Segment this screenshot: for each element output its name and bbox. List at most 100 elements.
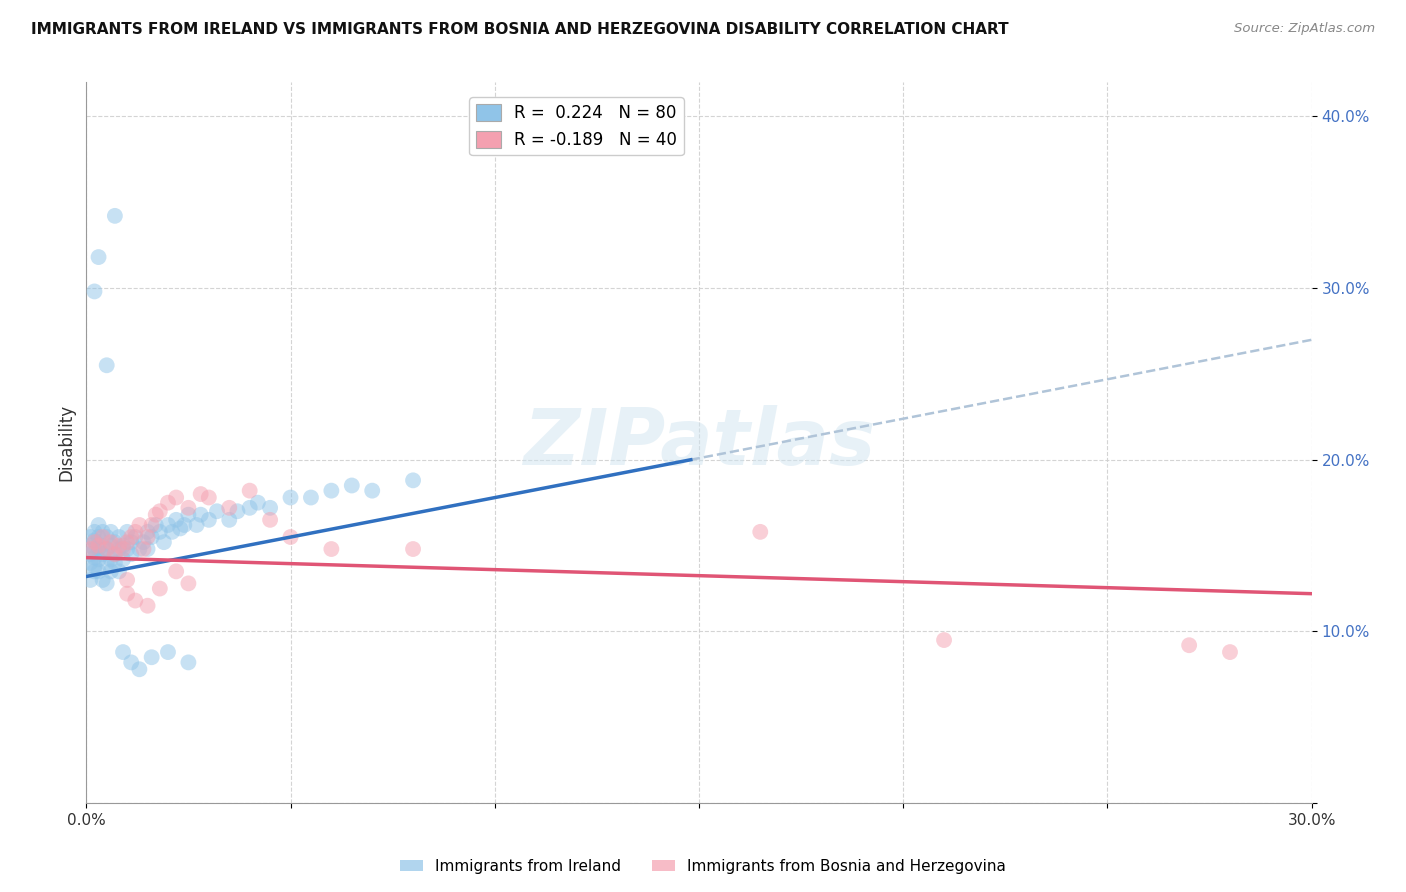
Point bbox=[115, 573, 138, 587]
Point bbox=[239, 500, 262, 515]
Point bbox=[136, 524, 159, 539]
Point bbox=[108, 565, 131, 579]
Point bbox=[177, 656, 200, 670]
Point bbox=[112, 552, 135, 566]
Point bbox=[104, 556, 127, 570]
Point bbox=[100, 539, 122, 553]
Text: Source: ZipAtlas.com: Source: ZipAtlas.com bbox=[1234, 22, 1375, 36]
Point bbox=[115, 524, 138, 539]
Point bbox=[87, 530, 110, 544]
Point bbox=[198, 491, 221, 505]
Point bbox=[299, 491, 322, 505]
Point bbox=[239, 483, 262, 498]
Point bbox=[96, 542, 118, 557]
Point bbox=[218, 500, 240, 515]
Point bbox=[96, 556, 118, 570]
Point bbox=[79, 530, 101, 544]
Point bbox=[83, 535, 105, 549]
Point bbox=[91, 524, 114, 539]
Point bbox=[115, 587, 138, 601]
Point bbox=[87, 250, 110, 264]
Point bbox=[124, 524, 146, 539]
Point bbox=[120, 530, 142, 544]
Point bbox=[160, 524, 183, 539]
Point bbox=[115, 535, 138, 549]
Point bbox=[321, 483, 343, 498]
Point bbox=[165, 513, 187, 527]
Point bbox=[79, 547, 101, 561]
Point bbox=[104, 547, 127, 561]
Point bbox=[120, 535, 142, 549]
Point bbox=[96, 576, 118, 591]
Point bbox=[87, 565, 110, 579]
Point bbox=[79, 556, 101, 570]
Point bbox=[321, 542, 343, 557]
Point bbox=[112, 542, 135, 557]
Text: ZIPatlas: ZIPatlas bbox=[523, 405, 875, 481]
Point bbox=[104, 535, 127, 549]
Point bbox=[87, 542, 110, 557]
Point bbox=[145, 508, 167, 522]
Point bbox=[141, 650, 163, 665]
Point bbox=[246, 496, 269, 510]
Point bbox=[100, 535, 122, 549]
Point bbox=[169, 521, 191, 535]
Point bbox=[87, 552, 110, 566]
Legend: R =  0.224   N = 80, R = -0.189   N = 40: R = 0.224 N = 80, R = -0.189 N = 40 bbox=[470, 97, 683, 155]
Point bbox=[156, 496, 179, 510]
Point bbox=[226, 504, 249, 518]
Point bbox=[218, 513, 240, 527]
Point bbox=[259, 513, 281, 527]
Point bbox=[115, 542, 138, 557]
Point bbox=[112, 539, 135, 553]
Point bbox=[186, 518, 208, 533]
Point bbox=[132, 535, 155, 549]
Point bbox=[1178, 638, 1201, 652]
Point bbox=[108, 530, 131, 544]
Point bbox=[128, 662, 150, 676]
Point bbox=[153, 535, 176, 549]
Point bbox=[156, 518, 179, 533]
Point bbox=[112, 645, 135, 659]
Point bbox=[402, 542, 425, 557]
Point bbox=[83, 550, 105, 565]
Point bbox=[83, 559, 105, 574]
Point bbox=[280, 530, 302, 544]
Point bbox=[83, 524, 105, 539]
Point bbox=[96, 542, 118, 557]
Point bbox=[96, 530, 118, 544]
Point bbox=[108, 539, 131, 553]
Point bbox=[91, 547, 114, 561]
Legend: Immigrants from Ireland, Immigrants from Bosnia and Herzegovina: Immigrants from Ireland, Immigrants from… bbox=[394, 853, 1012, 880]
Point bbox=[91, 530, 114, 544]
Point bbox=[136, 542, 159, 557]
Point bbox=[340, 478, 363, 492]
Point bbox=[100, 524, 122, 539]
Point bbox=[91, 539, 114, 553]
Point bbox=[128, 518, 150, 533]
Point bbox=[79, 539, 101, 553]
Text: IMMIGRANTS FROM IRELAND VS IMMIGRANTS FROM BOSNIA AND HERZEGOVINA DISABILITY COR: IMMIGRANTS FROM IRELAND VS IMMIGRANTS FR… bbox=[31, 22, 1008, 37]
Point bbox=[120, 547, 142, 561]
Point bbox=[165, 491, 187, 505]
Point bbox=[177, 508, 200, 522]
Point bbox=[145, 518, 167, 533]
Point bbox=[79, 542, 101, 557]
Point bbox=[156, 645, 179, 659]
Point bbox=[104, 209, 127, 223]
Point bbox=[1219, 645, 1241, 659]
Point bbox=[932, 633, 955, 648]
Point bbox=[205, 504, 228, 518]
Point bbox=[177, 576, 200, 591]
Point bbox=[149, 504, 172, 518]
Point bbox=[173, 518, 195, 533]
Point bbox=[83, 565, 105, 579]
Point bbox=[149, 582, 172, 596]
Point bbox=[190, 508, 212, 522]
Point bbox=[190, 487, 212, 501]
Point bbox=[100, 552, 122, 566]
Point bbox=[104, 547, 127, 561]
Point bbox=[280, 491, 302, 505]
Point bbox=[96, 359, 118, 373]
Point bbox=[141, 518, 163, 533]
